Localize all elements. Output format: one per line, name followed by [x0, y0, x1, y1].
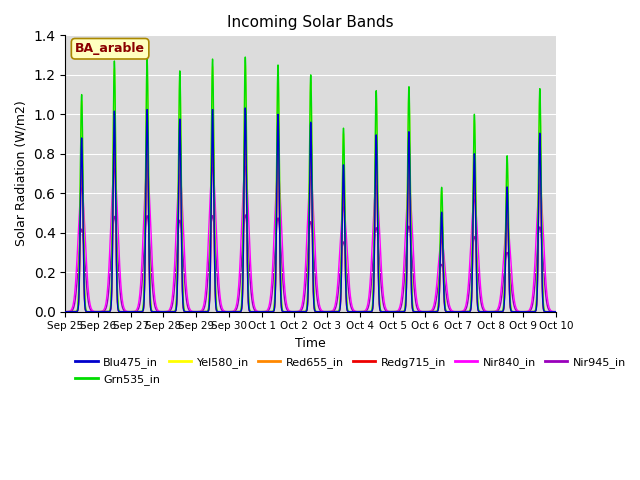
Text: BA_arable: BA_arable [75, 42, 145, 55]
Title: Incoming Solar Bands: Incoming Solar Bands [227, 15, 394, 30]
Legend: Blu475_in, Grn535_in, Yel580_in, Red655_in, Redg715_in, Nir840_in, Nir945_in: Blu475_in, Grn535_in, Yel580_in, Red655_… [71, 353, 630, 389]
Y-axis label: Solar Radiation (W/m2): Solar Radiation (W/m2) [15, 101, 28, 246]
X-axis label: Time: Time [296, 337, 326, 350]
